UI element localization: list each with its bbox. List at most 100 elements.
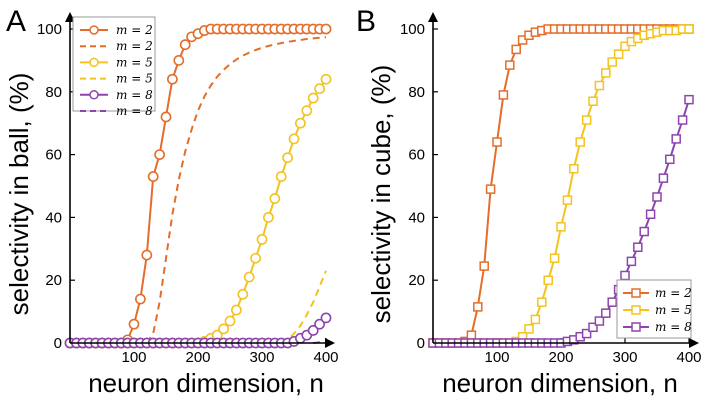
panel-a-legend-entry: m = 5 — [80, 55, 153, 69]
panel-a: A selectivity in ball, (%) neuron dimens… — [4, 5, 339, 398]
legend-marker — [631, 288, 641, 298]
panel-b-y-axis-label: selectivity in cube, (%) — [366, 65, 396, 324]
data-point — [684, 24, 694, 34]
data-point — [588, 322, 598, 333]
data-point — [307, 325, 319, 336]
panel-b: B selectivity in cube, (%) neuron dimens… — [356, 5, 702, 398]
data-point — [511, 44, 521, 55]
data-point — [601, 308, 611, 318]
panel-a-x-tick-label: 100 — [121, 349, 146, 366]
data-point — [620, 270, 630, 281]
data-point — [250, 252, 261, 264]
data-point — [633, 242, 643, 252]
data-point — [537, 297, 547, 307]
panel-b-ticks: 100 200 300 400 0 20 40 60 80 100 — [400, 21, 702, 366]
panel-a-x-tick-label: 300 — [249, 349, 274, 366]
data-point — [645, 209, 656, 220]
panel-a-label: A — [6, 5, 26, 38]
data-point — [601, 68, 611, 78]
data-point — [588, 96, 598, 106]
legend-label: m = 2 — [116, 23, 153, 37]
panel-a-legend-entry: m = 2 — [80, 23, 153, 37]
data-point — [243, 271, 255, 283]
data-point — [677, 115, 688, 125]
legend-marker — [89, 25, 99, 35]
data-point — [543, 275, 553, 285]
panel-a-series-1 — [145, 36, 327, 344]
panel-b-x-tick-label: 300 — [612, 349, 637, 366]
data-point — [282, 152, 293, 164]
data-point — [173, 55, 185, 66]
data-point — [594, 316, 605, 326]
panel-b-y-tick-label: 20 — [408, 272, 425, 289]
data-point — [160, 111, 172, 123]
panel-a-y-tick-label: 80 — [45, 84, 62, 101]
data-point — [530, 314, 541, 325]
legend-label: m = 8 — [116, 88, 153, 102]
panel-a-x-axis-label: neuron dimension, n — [88, 368, 324, 398]
panel-b-y-tick-label: 40 — [408, 209, 425, 226]
data-point — [179, 39, 191, 51]
data-point — [556, 222, 566, 232]
panel-a-series-line — [145, 36, 327, 344]
panel-a-series-2 — [64, 73, 332, 349]
data-point — [498, 90, 509, 100]
data-point — [658, 173, 669, 183]
panel-a-y-axis-label: selectivity in ball, (%) — [4, 73, 34, 316]
data-point — [607, 297, 617, 307]
panel-a-legend-entry: m = 2 — [80, 39, 153, 53]
legend-label: m = 2 — [655, 286, 692, 300]
panel-a-y-tick-label: 0 — [54, 335, 62, 352]
panel-a-legend-entry: m = 8 — [80, 104, 153, 118]
panel-b-legend: m = 2 m = 5 m = 8 — [616, 279, 692, 339]
panel-a-x-tick-label: 400 — [313, 349, 338, 366]
data-point — [684, 94, 694, 105]
data-point — [314, 83, 325, 95]
panel-a-x-tick-label: 200 — [185, 349, 210, 366]
data-point — [473, 302, 483, 312]
panel-a-ticks: 100 200 300 400 0 20 40 60 80 100 — [37, 21, 339, 366]
legend-label: m = 5 — [116, 55, 153, 69]
panel-b-y-tick-label: 60 — [408, 147, 425, 164]
data-point — [479, 261, 489, 271]
data-point — [141, 249, 153, 261]
data-point — [307, 92, 319, 104]
data-point — [166, 73, 178, 85]
data-point — [230, 304, 242, 316]
panel-b-legend-entry: m = 8 — [623, 320, 692, 334]
panel-a-y-tick-label: 60 — [45, 147, 62, 164]
panel-b-y-tick-label: 0 — [417, 335, 425, 352]
data-point — [613, 49, 624, 59]
data-point — [134, 293, 146, 305]
panel-a-y-tick-label: 40 — [45, 209, 62, 226]
data-point — [320, 312, 332, 324]
data-point — [607, 57, 617, 67]
panel-b-legend-entry: m = 5 — [623, 303, 692, 317]
legend-marker — [631, 305, 641, 315]
legend-label: m = 5 — [116, 72, 153, 86]
panel-b-x-tick-label: 400 — [676, 349, 701, 366]
data-point — [262, 211, 274, 223]
data-point — [665, 154, 675, 165]
data-point — [237, 288, 249, 300]
data-point — [288, 133, 300, 145]
data-point — [294, 117, 306, 129]
legend-marker — [89, 57, 99, 68]
data-point — [485, 184, 496, 194]
legend-label: m = 8 — [655, 320, 692, 334]
data-point — [639, 226, 649, 237]
data-point — [269, 193, 281, 204]
data-point — [314, 318, 325, 330]
legend-marker — [631, 322, 641, 332]
data-point — [505, 60, 515, 70]
panel-b-y-tick-label: 100 — [400, 21, 425, 38]
data-point — [492, 137, 502, 147]
data-point — [569, 163, 579, 174]
data-point — [524, 324, 534, 334]
panel-b-x-tick-label: 100 — [484, 349, 509, 366]
data-point — [575, 137, 585, 147]
data-point — [652, 192, 662, 202]
data-point — [224, 315, 236, 327]
panel-b-legend-entry: m = 2 — [623, 286, 692, 300]
